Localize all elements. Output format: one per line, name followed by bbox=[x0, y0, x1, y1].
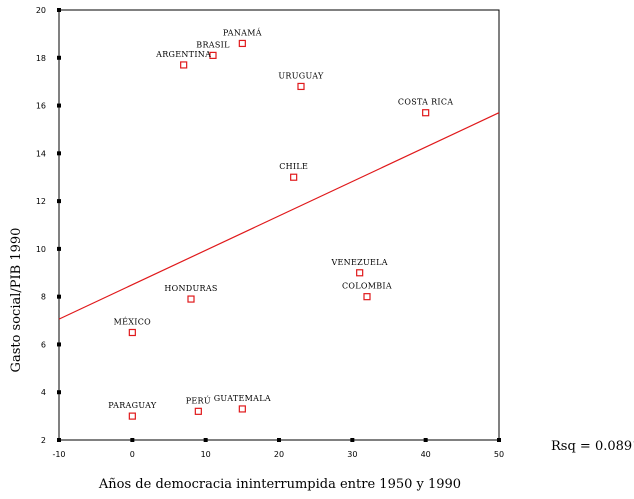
y-tick-label: 10 bbox=[36, 245, 46, 254]
x-tick-label: 40 bbox=[421, 450, 431, 459]
y-tick-label: 14 bbox=[36, 149, 46, 158]
data-point-label: PERÚ bbox=[186, 396, 211, 405]
y-tick-mark bbox=[57, 55, 61, 60]
data-point-label: COSTA RICA bbox=[398, 98, 453, 107]
data-point bbox=[238, 39, 246, 48]
y-tick-mark bbox=[57, 246, 61, 251]
x-axis-ticks: -10 0 10 20 30 40 50 bbox=[52, 438, 504, 459]
x-tick-mark bbox=[130, 438, 135, 442]
data-point bbox=[297, 82, 305, 91]
y-axis-ticks: 2 4 6 8 10 12 14 16 18 20 bbox=[36, 6, 61, 445]
fit-line bbox=[58, 112, 500, 320]
y-tick-label: 12 bbox=[36, 197, 46, 206]
y-tick-mark bbox=[57, 294, 61, 299]
data-point-label: PANAMÁ bbox=[223, 28, 262, 37]
data-point-label: HONDURAS bbox=[164, 284, 217, 293]
y-tick-mark bbox=[57, 8, 61, 12]
y-tick-label: 20 bbox=[36, 6, 46, 15]
data-point-label: PARAGUAY bbox=[108, 401, 157, 410]
fit-line-layer bbox=[58, 112, 500, 320]
data-point bbox=[422, 109, 430, 117]
data-point-label: COLOMBIA bbox=[342, 282, 392, 291]
x-tick-mark bbox=[57, 438, 61, 442]
data-point bbox=[356, 269, 364, 277]
x-tick-label: 0 bbox=[130, 450, 135, 459]
data-point bbox=[209, 51, 217, 59]
x-tick-label: 30 bbox=[347, 450, 357, 459]
y-tick-mark bbox=[57, 199, 61, 204]
data-point-label: MÉXICO bbox=[114, 318, 152, 327]
y-tick-label: 6 bbox=[41, 340, 46, 349]
data-point-label: GUATEMALA bbox=[214, 394, 271, 403]
y-tick-label: 4 bbox=[41, 388, 46, 397]
data-point bbox=[194, 407, 202, 415]
y-tick-label: 16 bbox=[36, 102, 46, 111]
x-tick-mark bbox=[203, 438, 208, 442]
y-tick-label: 8 bbox=[41, 293, 46, 302]
x-tick-mark bbox=[350, 438, 355, 442]
x-axis-title: Años de democracia ininterrumpida entre … bbox=[98, 477, 461, 492]
data-point bbox=[238, 405, 246, 413]
x-tick-label: 10 bbox=[201, 450, 211, 459]
y-tick-label: 18 bbox=[36, 54, 46, 63]
y-tick-mark bbox=[57, 151, 61, 156]
data-point bbox=[187, 295, 195, 303]
y-tick-label: 2 bbox=[41, 436, 46, 445]
rsq-label: Rsq = 0.0891 bbox=[551, 439, 634, 454]
y-tick-mark bbox=[57, 342, 61, 347]
x-tick-mark bbox=[277, 438, 281, 442]
x-tick-mark bbox=[497, 438, 501, 442]
y-axis-title: Gasto social/PIB 1990 bbox=[9, 228, 24, 373]
data-point bbox=[290, 173, 298, 181]
x-tick-label: -10 bbox=[52, 450, 65, 459]
x-tick-label: 20 bbox=[274, 450, 284, 459]
data-point bbox=[128, 328, 136, 337]
x-tick-mark bbox=[423, 438, 428, 442]
data-point-label: VENEZUELA bbox=[330, 258, 387, 267]
x-tick-label: 50 bbox=[494, 450, 504, 459]
y-tick-mark bbox=[57, 103, 61, 108]
data-point-label: BRASIL bbox=[196, 40, 230, 49]
data-point-label: URUGUAY bbox=[278, 71, 324, 80]
data-point-label: CHILE bbox=[279, 162, 308, 171]
data-point bbox=[128, 412, 136, 420]
y-tick-mark bbox=[57, 390, 61, 395]
data-point bbox=[363, 293, 371, 301]
data-point-label: ARGENTINA bbox=[155, 50, 211, 59]
data-point bbox=[180, 61, 188, 69]
